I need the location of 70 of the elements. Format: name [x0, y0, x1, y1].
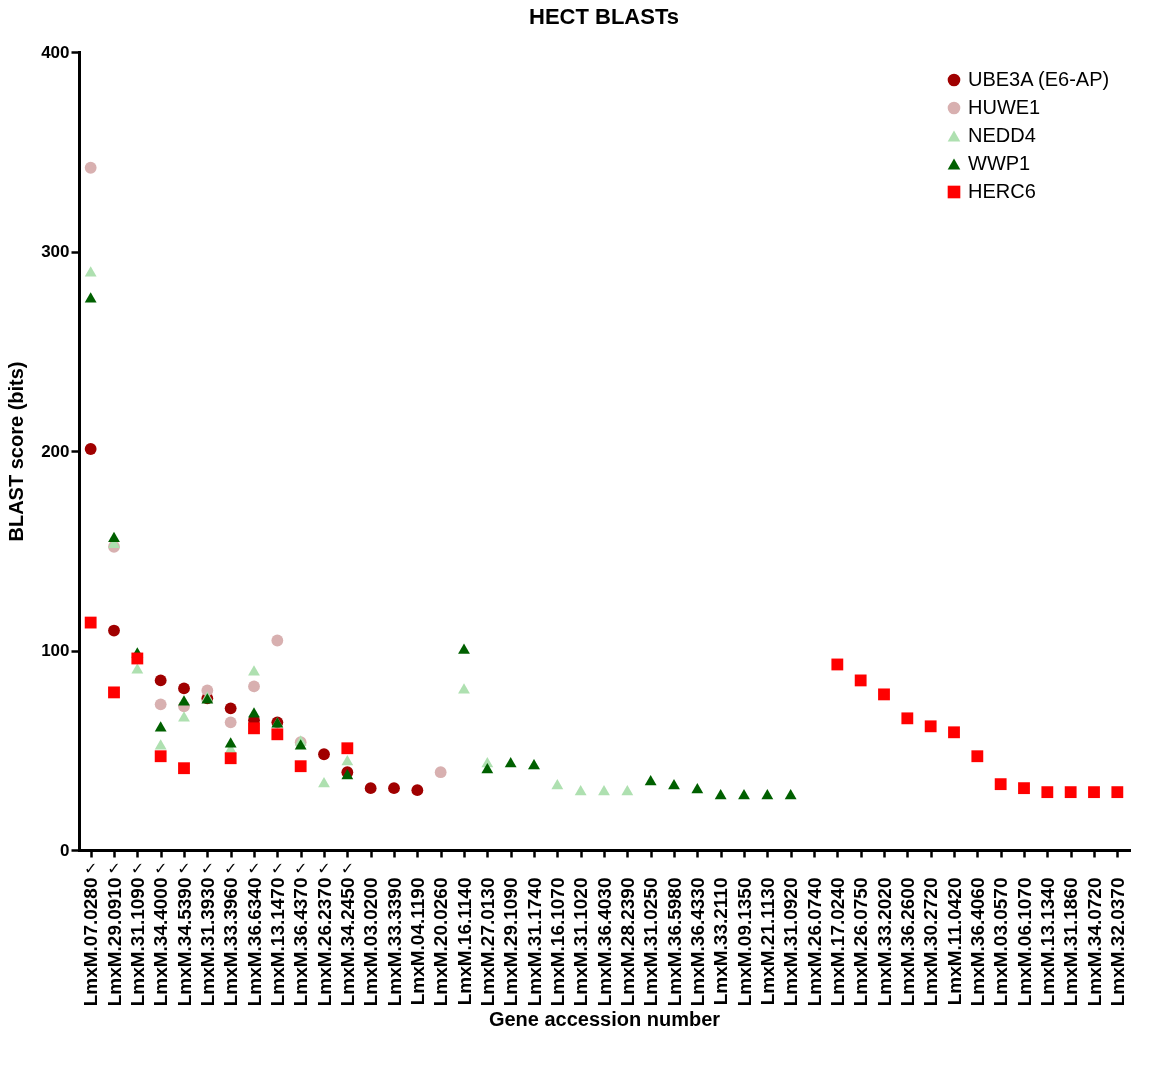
x-tick-label: LmxM.28.2390 [616, 877, 638, 1007]
y-axis-title: BLAST score (bits) [5, 361, 28, 542]
x-tick-label: LmxM.36.6340 [243, 877, 265, 1007]
x-tick-label: LmxM.29.0910 [103, 877, 125, 1007]
x-tick-label: LmxM.31.1860 [1060, 877, 1082, 1007]
x-tick-label: LmxM.36.4030 [593, 877, 615, 1007]
y-tick-label: 400 [41, 42, 70, 62]
x-tick-label: LmxM.16.1070 [546, 877, 568, 1007]
x-tick-label: LmxM.36.5980 [663, 877, 685, 1007]
x-tick-label: LmxM.11.0420 [943, 877, 965, 1006]
text: ✓ [107, 859, 121, 878]
y-tick-label: 200 [41, 441, 70, 461]
text: ✓ [153, 859, 168, 878]
x-tick-label: LmxM.31.0250 [640, 877, 662, 1007]
x-tick-label: LmxM.33.2110 [710, 877, 732, 1006]
text: ✓ [247, 859, 261, 878]
text: ✓ [270, 859, 285, 878]
x-tick-label: LmxM.09.1350 [733, 877, 755, 1007]
x-axis-title: Gene accession number [488, 1008, 721, 1031]
x-tick-label: LmxM.33.3390 [383, 877, 405, 1007]
x-tick-label: LmxM.17.0240 [826, 877, 848, 1007]
y-tick-label: 0 [60, 840, 70, 860]
x-tick-label: LmxM.34.2450 [336, 877, 358, 1007]
x-tick-label: LmxM.03.0570 [990, 877, 1012, 1007]
x-tick-label: LmxM.26.2370 [313, 877, 335, 1007]
x-tick-label: LmxM.34.0720 [1083, 877, 1105, 1007]
text: ✓ [130, 859, 145, 878]
x-tick-label: LmxM.26.0750 [850, 877, 872, 1007]
x-tick-label: LmxM.31.1090 [126, 877, 148, 1007]
x-tick-label: LmxM.03.0200 [360, 877, 382, 1007]
x-tick-label: LmxM.30.2720 [920, 877, 942, 1007]
text: ✓ [293, 859, 308, 878]
x-tick-label: LmxM.31.0920 [780, 877, 802, 1007]
legend-label: WWP1 [968, 152, 1031, 174]
x-tick-label: LmxM.31.3930 [196, 877, 218, 1007]
x-tick-label: LmxM.04.1190 [406, 877, 428, 1006]
x-tick-label: LmxM.16.1140 [453, 877, 475, 1006]
x-tick-label: LmxM.26.0740 [803, 877, 825, 1007]
x-tick-label: LmxM.06.1070 [1013, 877, 1035, 1007]
x-tick-label: LmxM.31.1740 [523, 877, 545, 1007]
x-tick-label: LmxM.33.2020 [873, 877, 895, 1007]
text: ✓ [83, 859, 98, 878]
x-tick-label: LmxM.20.0260 [430, 877, 452, 1007]
x-tick-label: LmxM.29.1090 [500, 877, 522, 1007]
x-tick-label: LmxM.07.0280 [80, 877, 102, 1007]
legend-label: HERC6 [968, 180, 1036, 202]
text: ✓ [177, 859, 191, 878]
x-tick-label: LmxM.36.4370 [290, 877, 312, 1007]
x-tick-label: LmxM.27.0130 [476, 877, 498, 1007]
text: ✓ [317, 859, 331, 878]
text: ✓ [340, 859, 355, 878]
y-tick-label: 100 [41, 641, 70, 660]
x-tick-label: LmxM.34.5390 [173, 877, 195, 1007]
x-tick-label: LmxM.31.1020 [570, 877, 592, 1007]
x-tick-label: LmxM.33.3960 [220, 877, 242, 1007]
x-tick-label: LmxM.13.1470 [266, 877, 288, 1007]
text: ✓ [223, 859, 238, 878]
chart-title: HECT BLASTs [529, 4, 679, 29]
x-tick-label: LmxM.36.2600 [896, 877, 918, 1007]
x-tick-label: LmxM.36.4060 [966, 877, 988, 1007]
y-tick-label: 300 [41, 242, 70, 261]
legend-label: HUWE1 [968, 96, 1041, 118]
legend-label: NEDD4 [968, 124, 1036, 146]
x-tick-label: LmxM.21.1130 [756, 877, 778, 1006]
x-tick-label: LmxM.36.4330 [686, 877, 708, 1007]
text: ✓ [200, 859, 215, 878]
x-tick-label: LmxM.32.0370 [1106, 877, 1128, 1007]
legend-label: UBE3A (E6-AP) [968, 68, 1110, 90]
x-tick-label: LmxM.34.4000 [150, 877, 172, 1007]
x-tick-label: LmxM.13.1340 [1036, 877, 1058, 1007]
